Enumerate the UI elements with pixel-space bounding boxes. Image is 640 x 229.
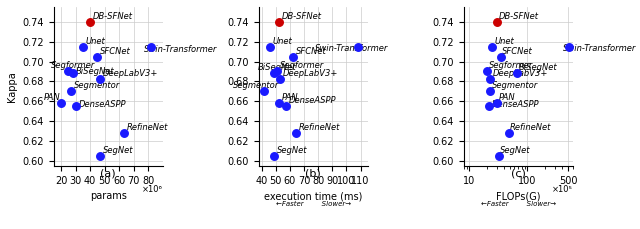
Text: DenseASPP: DenseASPP bbox=[289, 96, 336, 105]
Text: DB-SFNet: DB-SFNet bbox=[499, 12, 539, 21]
Text: (b): (b) bbox=[305, 169, 321, 179]
Point bbox=[511, 72, 522, 75]
Point bbox=[63, 70, 74, 73]
Point bbox=[95, 78, 106, 81]
Point bbox=[66, 90, 76, 93]
Point bbox=[265, 45, 275, 49]
Text: SegNet: SegNet bbox=[500, 146, 531, 155]
Text: DB-SFNet: DB-SFNet bbox=[93, 12, 133, 21]
Point bbox=[118, 131, 129, 135]
Point bbox=[272, 70, 282, 73]
Text: Segmentor: Segmentor bbox=[234, 81, 280, 90]
Point bbox=[496, 55, 506, 58]
Point bbox=[269, 72, 280, 75]
Text: RefineNet: RefineNet bbox=[298, 123, 340, 132]
Text: DenseASPP: DenseASPP bbox=[79, 100, 126, 109]
Text: ←Faster        Slower→: ←Faster Slower→ bbox=[481, 201, 556, 207]
Text: Segformer: Segformer bbox=[280, 62, 324, 71]
Text: ←Faster        Slower→: ←Faster Slower→ bbox=[276, 201, 351, 207]
Point bbox=[564, 45, 575, 49]
Point bbox=[280, 104, 291, 108]
Point bbox=[287, 55, 298, 58]
X-axis label: FLOPs(G): FLOPs(G) bbox=[496, 191, 540, 201]
Text: Unet: Unet bbox=[273, 37, 292, 46]
Text: SFCNet: SFCNet bbox=[296, 46, 326, 56]
Text: Swin-Transformer: Swin-Transformer bbox=[144, 45, 217, 54]
Text: Unet: Unet bbox=[494, 37, 514, 46]
Text: PAN: PAN bbox=[44, 93, 60, 102]
Text: SegNet: SegNet bbox=[277, 146, 308, 155]
Point bbox=[259, 90, 269, 93]
X-axis label: params: params bbox=[90, 191, 127, 201]
Text: DeepLabV3+: DeepLabV3+ bbox=[492, 69, 548, 79]
Point bbox=[484, 104, 494, 108]
Text: DB-SFNet: DB-SFNet bbox=[282, 12, 321, 21]
Point bbox=[504, 131, 514, 135]
Point bbox=[68, 72, 78, 75]
Text: BiSegNet: BiSegNet bbox=[257, 63, 296, 72]
Point bbox=[492, 20, 502, 24]
Text: Swin-Transformer: Swin-Transformer bbox=[563, 44, 636, 53]
Text: SFCNet: SFCNet bbox=[100, 46, 131, 56]
Text: RefineNet: RefineNet bbox=[127, 123, 168, 132]
Text: DenseASPP: DenseASPP bbox=[492, 100, 539, 109]
Point bbox=[485, 78, 495, 81]
Text: Segmentor: Segmentor bbox=[492, 81, 539, 90]
Text: DeepLabV3+: DeepLabV3+ bbox=[103, 69, 159, 79]
Text: SegNet: SegNet bbox=[103, 146, 134, 155]
Text: ×10⁵: ×10⁵ bbox=[552, 185, 573, 194]
Text: Segmentor: Segmentor bbox=[74, 81, 120, 90]
Point bbox=[493, 154, 504, 158]
Text: PAN: PAN bbox=[282, 93, 298, 102]
Point bbox=[273, 20, 284, 24]
Text: RefineNet: RefineNet bbox=[510, 123, 551, 132]
Text: Unet: Unet bbox=[86, 37, 106, 46]
Point bbox=[291, 131, 301, 135]
Point bbox=[275, 78, 285, 81]
X-axis label: execution time (ms): execution time (ms) bbox=[264, 191, 362, 201]
Point bbox=[70, 104, 81, 108]
Text: (a): (a) bbox=[100, 169, 116, 179]
Text: SFCNet: SFCNet bbox=[502, 46, 533, 56]
Text: Segformer: Segformer bbox=[489, 62, 534, 71]
Point bbox=[146, 45, 156, 49]
Point bbox=[485, 90, 495, 93]
Point bbox=[77, 45, 88, 49]
Point bbox=[92, 55, 102, 58]
Text: BiSegNet: BiSegNet bbox=[518, 63, 557, 72]
Text: PAN: PAN bbox=[499, 93, 515, 102]
Point bbox=[95, 154, 106, 158]
Point bbox=[487, 45, 497, 49]
Point bbox=[273, 101, 284, 105]
Point bbox=[269, 154, 280, 158]
Text: (c): (c) bbox=[511, 169, 525, 179]
Point bbox=[85, 20, 95, 24]
Point bbox=[482, 70, 492, 73]
Text: BiSegNet: BiSegNet bbox=[76, 68, 115, 76]
Point bbox=[56, 101, 66, 105]
Point bbox=[353, 45, 363, 49]
Y-axis label: Kappa: Kappa bbox=[7, 71, 17, 102]
Point bbox=[492, 101, 502, 105]
Text: Segformer: Segformer bbox=[51, 62, 95, 71]
Text: DeepLabV3+: DeepLabV3+ bbox=[283, 69, 338, 79]
Text: Swin-Transformer: Swin-Transformer bbox=[316, 44, 388, 53]
Text: ×10⁶: ×10⁶ bbox=[142, 185, 163, 194]
